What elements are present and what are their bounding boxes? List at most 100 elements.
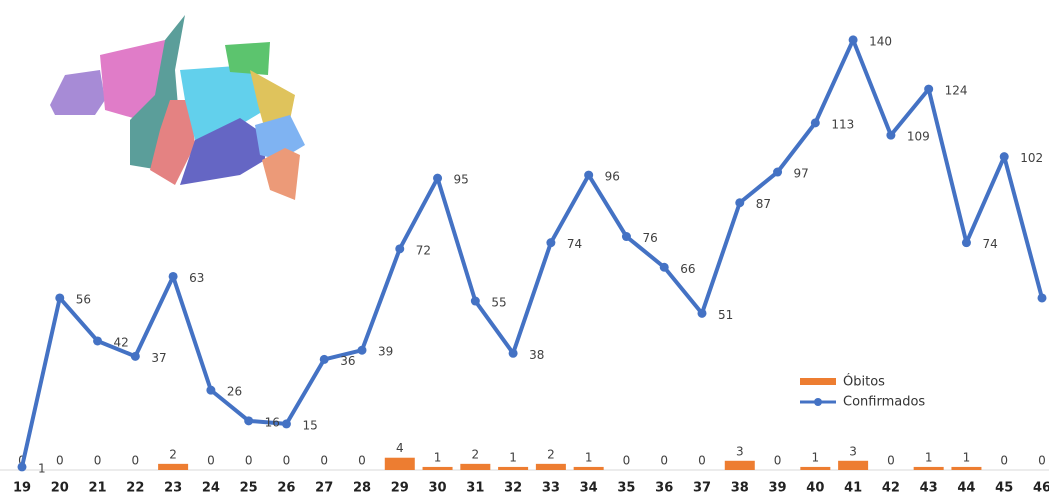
data-label: 2 (547, 447, 555, 461)
legend: Óbitos Confirmados (800, 374, 925, 410)
data-label: 26 (227, 385, 242, 399)
point (697, 308, 707, 318)
x-tick-label: 43 (920, 481, 938, 492)
x-tick-label: 37 (693, 481, 711, 492)
bar (724, 460, 755, 470)
point (886, 130, 896, 140)
legend-label: Confirmados (843, 395, 925, 410)
data-label: 0 (698, 454, 706, 468)
point (433, 173, 443, 183)
x-tick-label: 21 (89, 481, 107, 492)
data-label: 97 (794, 167, 809, 181)
point (659, 262, 669, 272)
bar (913, 466, 944, 470)
data-label: 74 (567, 237, 582, 251)
x-tick-label: 42 (882, 481, 900, 492)
point (584, 170, 594, 180)
x-tick-label: 33 (542, 481, 560, 492)
point (1037, 293, 1047, 303)
data-label: 76 (642, 231, 657, 245)
x-tick-label: 20 (51, 481, 69, 492)
data-label: 0 (660, 454, 668, 468)
point (319, 354, 329, 364)
data-label: 3 (736, 444, 744, 458)
x-tick-label: 34 (580, 481, 598, 492)
point (130, 351, 140, 361)
data-label: 51 (718, 308, 733, 322)
data-label: 95 (454, 173, 469, 187)
x-tick-label: 30 (429, 481, 447, 492)
data-label: 4 (396, 441, 404, 455)
point (395, 244, 405, 254)
point (206, 385, 216, 395)
data-label: 1 (925, 450, 933, 464)
x-tick-label: 28 (353, 481, 371, 492)
line (20, 37, 1044, 468)
point (55, 293, 65, 303)
point (168, 271, 178, 281)
data-label: 1 (963, 450, 971, 464)
point (773, 167, 783, 177)
data-label: 87 (756, 197, 771, 211)
data-label: 1 (509, 450, 517, 464)
bar (422, 466, 453, 470)
data-label: 63 (189, 271, 204, 285)
point (17, 462, 27, 472)
data-label: 0 (207, 454, 215, 468)
legend-swatch (814, 398, 822, 406)
legend-swatch (800, 378, 836, 385)
x-tick-label: 38 (731, 481, 749, 492)
bar (384, 457, 415, 470)
x-tick-label: 39 (769, 481, 787, 492)
x-tick-label: 35 (617, 481, 635, 492)
point (961, 238, 971, 248)
point (848, 35, 858, 45)
x-tick-label: 45 (995, 481, 1013, 492)
x-tick-label: 22 (126, 481, 144, 492)
data-label: 1 (812, 450, 820, 464)
data-label: 38 (529, 348, 544, 362)
x-tick-label: 27 (315, 481, 333, 492)
point (621, 232, 631, 242)
x-tick-label: 44 (957, 481, 975, 492)
data-label: 36 (340, 354, 355, 368)
data-label: 16 (265, 415, 280, 429)
legend-label: Óbitos (843, 374, 885, 390)
bar (800, 466, 831, 470)
map (50, 15, 305, 200)
x-tick-label: 32 (504, 481, 522, 492)
data-label: 0 (94, 454, 102, 468)
data-label: 0 (320, 454, 328, 468)
data-label: 0 (887, 454, 895, 468)
data-label: 0 (358, 454, 366, 468)
data-label: 0 (132, 454, 140, 468)
x-tick-label: 25 (240, 481, 258, 492)
point (735, 198, 745, 208)
bar (951, 466, 982, 470)
point (810, 118, 820, 128)
data-label: 2 (472, 447, 480, 461)
data-label: 1 (434, 450, 442, 464)
data-label: 140 (869, 34, 892, 48)
data-label: 72 (416, 243, 431, 257)
x-tick-label: 46 (1033, 481, 1049, 492)
point (999, 152, 1009, 162)
data-label: 124 (945, 84, 968, 98)
data-label: 37 (151, 351, 166, 365)
point (357, 345, 367, 355)
point (244, 416, 254, 426)
data-label: 102 (1020, 151, 1043, 165)
data-label: 0 (774, 454, 782, 468)
data-label: 56 (76, 292, 91, 306)
data-label: 66 (680, 262, 695, 276)
point (281, 419, 291, 429)
data-label: 0 (1038, 454, 1046, 468)
x-tick-label: 26 (277, 481, 295, 492)
point (470, 296, 480, 306)
bar (158, 463, 189, 470)
data-label: 55 (491, 296, 506, 310)
data-label: 96 (605, 170, 620, 184)
bar (838, 460, 869, 470)
bar (573, 466, 604, 470)
data-label: 3 (849, 444, 857, 458)
